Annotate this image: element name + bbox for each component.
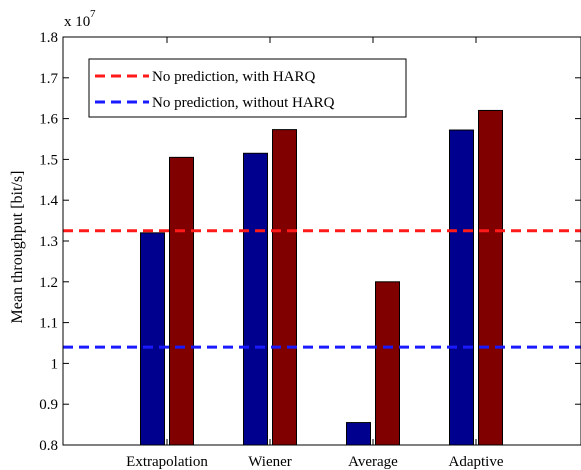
x-tick-label-average: Average <box>348 454 398 470</box>
y-tick-label: 1.7 <box>39 71 58 87</box>
legend-label-with-harq: No prediction, with HARQ <box>152 69 315 85</box>
x-tick-label-wiener: Wiener <box>248 454 292 470</box>
bars-layer <box>140 109 503 446</box>
legend-label-without-harq: No prediction, without HARQ <box>152 95 335 111</box>
y-tick-label: 1.4 <box>39 193 58 209</box>
x-tick-label-extrapolation: Extrapolation <box>126 454 208 470</box>
y-tick-label: 1.5 <box>39 152 58 168</box>
bar-wiener-series-1 <box>243 152 268 446</box>
y-multiplier-exponent: 7 <box>90 8 96 20</box>
x-tick-label-adaptive: Adaptive <box>449 454 504 470</box>
ticks-layer: 0.8 0.9 1 1.1 1.2 1.3 1.4 1.5 1.6 1.7 1.8 Extrapola… <box>39 30 581 470</box>
bar-adaptive-series-2 <box>478 109 503 446</box>
reference-lines-layer <box>63 229 581 349</box>
y-tick-label: 1.6 <box>39 112 58 128</box>
bar-average-series-2 <box>375 281 400 446</box>
bar-extrapolation-series-1 <box>140 232 165 446</box>
y-tick-label: 1.2 <box>39 275 58 291</box>
y-tick-label: 0.9 <box>39 397 58 413</box>
bar-wiener-series-2 <box>272 129 297 446</box>
y-tick-label: 1.3 <box>39 234 58 250</box>
y-tick-label: 1 <box>51 356 59 372</box>
y-axis-label: Mean throughput [bit/s] <box>9 171 26 324</box>
bar-average-series-1 <box>346 422 371 446</box>
legend: No prediction, with HARQ No prediction, … <box>88 58 407 118</box>
legend-box <box>88 58 407 118</box>
y-tick-label: 0.8 <box>39 438 58 454</box>
bar-extrapolation-series-2 <box>169 156 194 446</box>
y-tick-label: 1.1 <box>39 316 58 332</box>
y-multiplier-base: x 10 <box>64 14 90 30</box>
y-tick-label: 1.8 <box>39 30 58 46</box>
bar-adaptive-series-1 <box>449 129 474 446</box>
